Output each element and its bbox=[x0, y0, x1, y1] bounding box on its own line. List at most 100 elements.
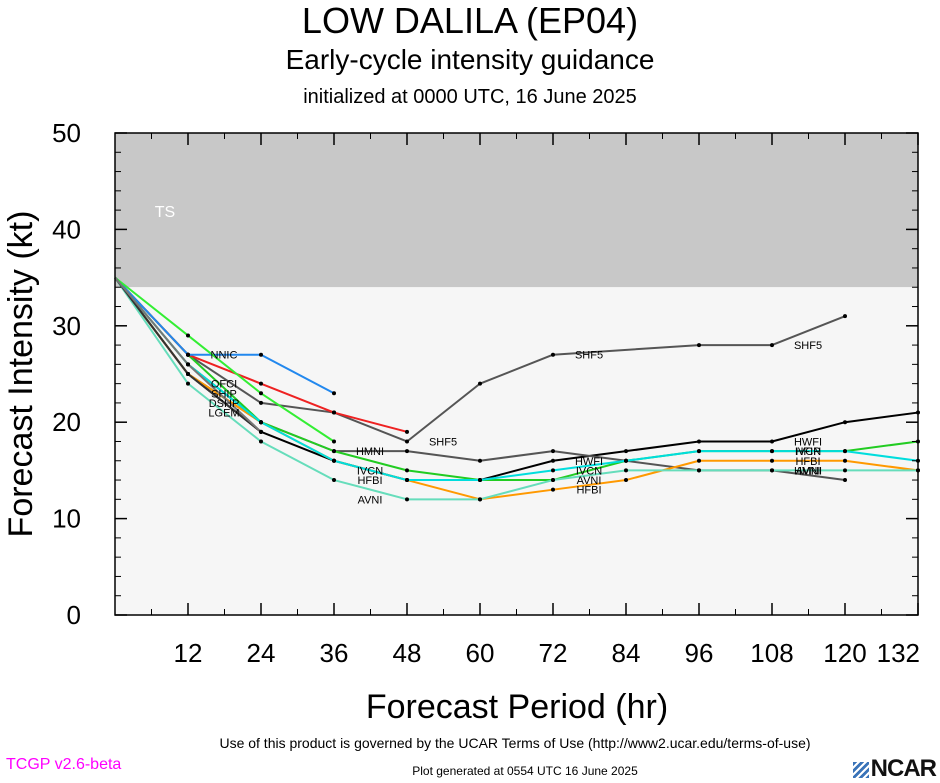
data-point bbox=[697, 468, 701, 473]
series-line bbox=[114, 277, 918, 501]
ncar-logo-icon bbox=[852, 762, 869, 778]
ncar-logo: NCAR bbox=[852, 755, 937, 783]
x-tick-label: 48 bbox=[393, 638, 422, 668]
data-point bbox=[186, 333, 190, 338]
data-point bbox=[259, 391, 263, 396]
data-point bbox=[405, 439, 409, 444]
data-point bbox=[405, 449, 409, 454]
x-tick-label: 24 bbox=[247, 638, 276, 668]
data-point bbox=[843, 420, 847, 425]
series-name-label: OFCI bbox=[211, 379, 237, 391]
series-name-label: DSHP bbox=[209, 398, 240, 410]
ncar-logo-text: NCAR bbox=[870, 755, 937, 782]
series-name-label: IVCN bbox=[576, 465, 602, 477]
data-point bbox=[843, 478, 847, 483]
data-point bbox=[770, 458, 774, 463]
data-point bbox=[332, 449, 336, 454]
x-tick-label: 60 bbox=[466, 638, 495, 668]
y-tick-label: 30 bbox=[52, 311, 81, 341]
series-name-label: AVNI bbox=[796, 465, 821, 477]
y-axis-label: Forecast Intensity (kt) bbox=[2, 211, 40, 538]
data-point bbox=[624, 478, 628, 483]
series-name-label: SHF5 bbox=[429, 436, 457, 448]
series-name-label: AVNI bbox=[358, 494, 383, 506]
series-name-label: SHF5 bbox=[794, 340, 822, 352]
data-point bbox=[478, 458, 482, 463]
data-point bbox=[843, 449, 847, 454]
y-tick-label: 10 bbox=[52, 504, 81, 534]
series-name-label: HWFI bbox=[575, 456, 603, 468]
series-line bbox=[114, 276, 846, 443]
data-point bbox=[770, 468, 774, 473]
axes: 0 10 20 30 40 50 12 24 36 48 60 72 84 96 108 120 132 bbox=[52, 118, 920, 668]
init-time: initialized at 0000 UTC, 16 June 2025 bbox=[303, 86, 637, 108]
data-point bbox=[186, 352, 190, 357]
data-point bbox=[551, 468, 555, 473]
data-point bbox=[332, 439, 336, 444]
data-point bbox=[332, 458, 336, 463]
data-point bbox=[405, 468, 409, 473]
data-point bbox=[843, 468, 847, 473]
x-tick-label: 132 bbox=[877, 638, 920, 668]
series-name-label: SHF5 bbox=[575, 350, 603, 362]
data-point bbox=[259, 439, 263, 444]
data-point bbox=[186, 362, 190, 367]
series-name-label: AVNI bbox=[577, 475, 602, 487]
series-line bbox=[114, 276, 919, 501]
data-point bbox=[770, 439, 774, 444]
y-tick-label: 50 bbox=[52, 118, 81, 148]
data-point bbox=[259, 420, 263, 425]
series-name-label: NNIC bbox=[211, 350, 238, 362]
data-point bbox=[259, 381, 263, 386]
chart-title: LOW DALILA (EP04) bbox=[301, 0, 639, 41]
data-point bbox=[697, 458, 701, 463]
series-line bbox=[114, 276, 335, 395]
series-name-label: IVCN bbox=[795, 446, 821, 458]
data-point bbox=[843, 458, 847, 463]
series-name-label: HFIP bbox=[795, 446, 820, 458]
data-point bbox=[551, 487, 555, 492]
data-point bbox=[697, 449, 701, 454]
series-line bbox=[114, 276, 335, 443]
series-name-label: IVCN bbox=[357, 465, 383, 477]
data-point bbox=[770, 449, 774, 454]
series-labels: SHF5 SHF5 SHF5 HWFI HWFI HMNI HMNI IVCN IVCN IVCN… bbox=[208, 340, 822, 506]
data-point bbox=[551, 478, 555, 483]
series-line bbox=[114, 276, 919, 482]
data-point bbox=[770, 343, 774, 348]
series-name-label: HFBI bbox=[795, 456, 820, 468]
data-point bbox=[478, 497, 482, 502]
data-point bbox=[697, 343, 701, 348]
data-point bbox=[843, 314, 847, 319]
y-tick-label: 40 bbox=[52, 214, 81, 244]
data-point bbox=[405, 497, 409, 502]
data-point bbox=[332, 478, 336, 483]
band-label: TS bbox=[155, 204, 175, 221]
version-label: TCGP v2.6-beta bbox=[6, 756, 122, 773]
series-name-label: HFBI bbox=[576, 485, 601, 497]
x-tick-label: 72 bbox=[539, 638, 568, 668]
y-tick-label: 0 bbox=[67, 600, 81, 630]
data-point bbox=[186, 381, 190, 386]
data-point bbox=[624, 449, 628, 454]
data-point bbox=[624, 458, 628, 463]
data-point bbox=[551, 352, 555, 357]
data-point bbox=[259, 429, 263, 434]
data-point bbox=[624, 468, 628, 473]
series-points bbox=[186, 314, 920, 502]
y-tick-label: 20 bbox=[52, 407, 81, 437]
series-name-label: SHIP bbox=[211, 388, 237, 400]
x-tick-label: 12 bbox=[174, 638, 203, 668]
x-tick-label: 84 bbox=[612, 638, 641, 668]
series-name-label: HFBI bbox=[357, 475, 382, 487]
series-name-label: HMNI bbox=[794, 465, 822, 477]
x-tick-label: 96 bbox=[685, 638, 714, 668]
generated-time: Plot generated at 0554 UTC 16 June 2025 bbox=[412, 764, 638, 778]
series-name-label: HMNI bbox=[356, 446, 384, 458]
x-axis-label: Forecast Period (hr) bbox=[366, 688, 668, 726]
data-point bbox=[551, 458, 555, 463]
data-point bbox=[259, 400, 263, 405]
intensity-band bbox=[115, 133, 918, 288]
data-point bbox=[332, 410, 336, 415]
